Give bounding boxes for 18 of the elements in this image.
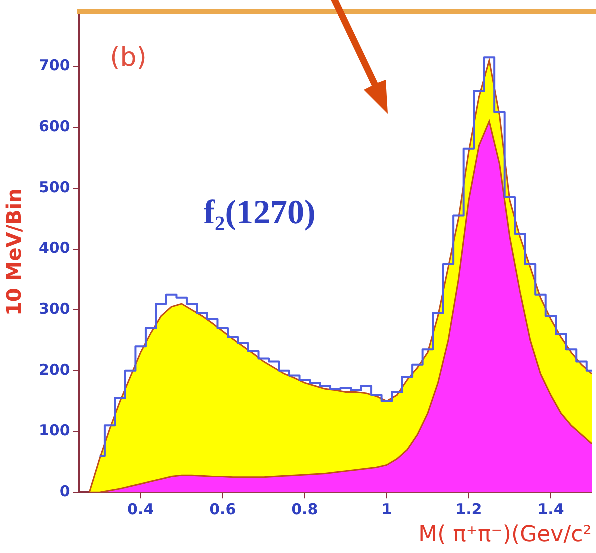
y-tick-label: 500 bbox=[39, 178, 70, 196]
y-tick-label: 0 bbox=[60, 482, 70, 500]
x-tick-label: 0.8 bbox=[292, 500, 318, 518]
y-axis-title: 10 MeV/Bin bbox=[2, 188, 26, 316]
x-tick-label: 1.4 bbox=[538, 500, 564, 518]
y-tick-label: 200 bbox=[39, 360, 70, 379]
x-tick-label: 0.6 bbox=[210, 500, 236, 518]
y-tick-label: 400 bbox=[39, 239, 70, 258]
y-tick-label: 300 bbox=[39, 300, 70, 318]
y-tick-label: 700 bbox=[39, 56, 70, 75]
x-tick-label: 0.4 bbox=[128, 500, 154, 518]
annotation: f₂(1270) bbox=[204, 194, 316, 232]
y-tick-label: 600 bbox=[39, 117, 70, 136]
x-tick-label: 1.2 bbox=[456, 500, 482, 518]
x-tick-label: 1 bbox=[382, 500, 392, 518]
y-tick-label: 100 bbox=[39, 422, 70, 440]
annotation: (b) bbox=[110, 43, 147, 74]
x-axis-title: M( π⁺π⁻)(Gev/c² bbox=[418, 522, 592, 548]
